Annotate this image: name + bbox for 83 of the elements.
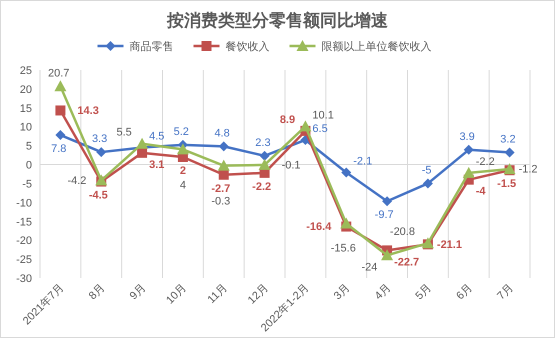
point <box>462 166 475 178</box>
x-tick-label: 8月 <box>86 282 108 302</box>
point <box>464 144 474 155</box>
x-tick-label: 11月 <box>206 282 230 306</box>
data-label: -4.2 <box>67 174 86 187</box>
data-label: -1.5 <box>497 178 516 190</box>
x-tick-label: 12月 <box>246 282 271 307</box>
point <box>341 167 352 178</box>
point <box>137 148 148 158</box>
data-label: 5.2 <box>174 126 189 138</box>
data-label: 3.9 <box>459 130 475 143</box>
point <box>218 160 230 171</box>
point <box>382 196 392 206</box>
y-tick-label: -20 <box>16 235 32 248</box>
data-label: 2 <box>180 164 186 177</box>
data-label: 2.3 <box>255 136 271 149</box>
data-label: 3.2 <box>500 133 516 146</box>
point <box>260 150 270 161</box>
point <box>504 147 515 158</box>
y-tick-label: -10 <box>16 197 32 210</box>
data-label: -0.3 <box>211 196 230 208</box>
x-tick-label: 6月 <box>454 282 475 302</box>
data-label: -4.5 <box>88 190 108 202</box>
data-label: 20.7 <box>48 67 70 80</box>
y-tick-label: -25 <box>16 254 32 266</box>
legend-label: 餐饮收入 <box>226 40 270 53</box>
point <box>299 120 312 132</box>
data-label: -2.1 <box>353 155 372 168</box>
point <box>96 147 106 158</box>
point <box>218 170 229 180</box>
data-label: -2.2 <box>476 156 495 168</box>
legend-label: 限额以上单位餐饮收入 <box>322 40 432 53</box>
data-label: -9.7 <box>374 209 394 222</box>
data-label: 7.8 <box>51 143 66 156</box>
y-tick-label: 20 <box>20 84 32 96</box>
x-tick-label: 10月 <box>164 282 190 307</box>
y-tick-label: 5 <box>26 140 32 153</box>
data-label: 4.8 <box>214 127 230 140</box>
x-tick-label: 9月 <box>128 282 148 302</box>
y-tick-label: 10 <box>20 122 32 134</box>
data-label: 5.5 <box>116 126 132 139</box>
point <box>54 80 66 92</box>
point <box>55 130 66 140</box>
point <box>381 249 394 260</box>
legend-label: 商品零售 <box>130 40 174 53</box>
data-label: -0.1 <box>282 159 301 172</box>
point <box>95 174 108 186</box>
data-label: -24 <box>361 261 378 274</box>
data-label: 4.5 <box>149 130 164 143</box>
data-label: -20.8 <box>390 226 415 238</box>
data-label: 6.5 <box>312 122 328 135</box>
x-tick-label: 7月 <box>495 282 516 302</box>
y-tick-label: 25 <box>20 65 32 77</box>
data-label: 14.3 <box>77 104 99 117</box>
y-tick-label: -5 <box>22 178 32 190</box>
data-label: -5 <box>422 164 432 176</box>
data-label: -15.6 <box>330 242 356 255</box>
point <box>176 143 189 154</box>
point <box>55 105 66 116</box>
data-label: -16.4 <box>306 221 332 234</box>
point <box>218 141 229 152</box>
point <box>136 138 148 149</box>
data-label: 8.9 <box>280 114 296 126</box>
x-tick-label: 3月 <box>332 282 352 302</box>
y-tick-label: -15 <box>16 216 32 228</box>
y-tick-label: -30 <box>16 273 32 285</box>
y-tick-label: 0 <box>26 160 32 172</box>
y-tick-label: 15 <box>20 102 32 115</box>
data-label: -1.2 <box>518 164 538 176</box>
data-label: -22.7 <box>394 256 420 268</box>
point <box>422 178 433 188</box>
x-tick-label: 5月 <box>413 282 434 302</box>
data-label: -21.1 <box>436 238 462 251</box>
chart-title: 按消费类型分零售额同比增速 <box>166 11 388 31</box>
point <box>258 158 271 170</box>
data-label: -2.2 <box>252 180 272 193</box>
data-label: 3.1 <box>149 158 164 171</box>
data-label: -2.7 <box>211 182 230 195</box>
data-label: 10.1 <box>312 109 334 122</box>
data-label: 3.3 <box>92 133 108 146</box>
data-label: -4 <box>476 186 486 198</box>
data-label: 4 <box>180 179 186 192</box>
x-tick-label: 4月 <box>372 282 394 302</box>
